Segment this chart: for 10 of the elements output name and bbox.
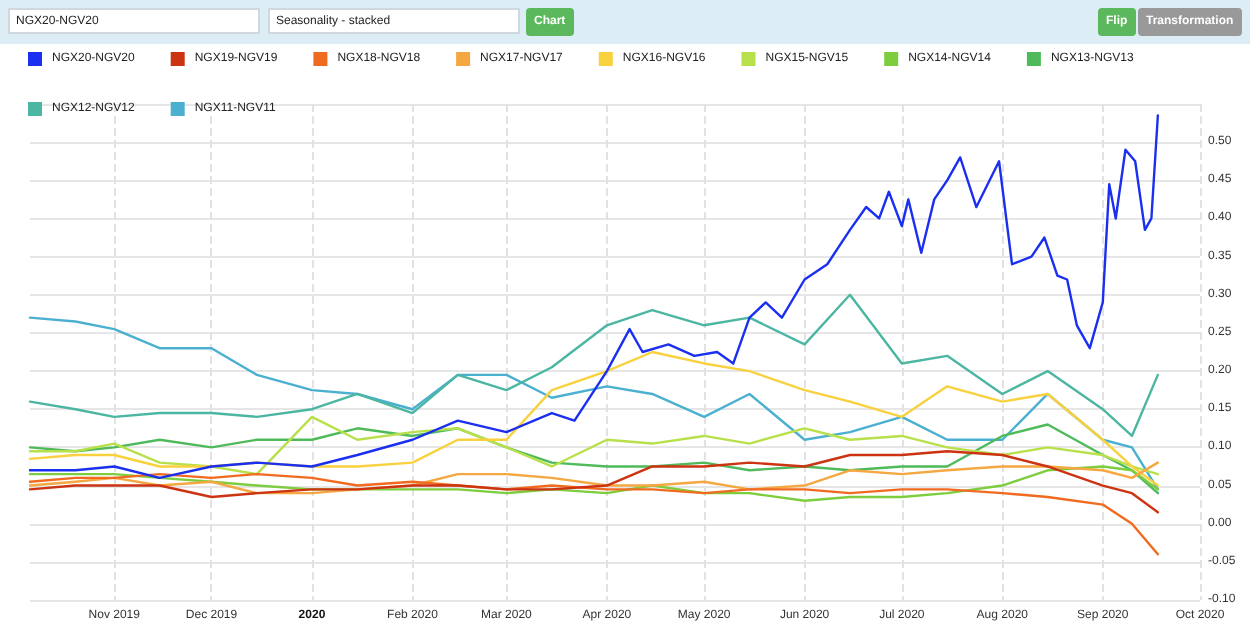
line-series — [28, 316, 1160, 491]
line-series — [28, 465, 1160, 502]
line-series — [28, 461, 1160, 495]
line-series — [28, 350, 1160, 487]
line-series — [28, 293, 1160, 438]
line-series — [28, 450, 1160, 514]
line-series — [28, 114, 1160, 480]
line-series — [28, 472, 1160, 556]
line-series — [28, 423, 1160, 495]
line-series — [28, 415, 1160, 476]
